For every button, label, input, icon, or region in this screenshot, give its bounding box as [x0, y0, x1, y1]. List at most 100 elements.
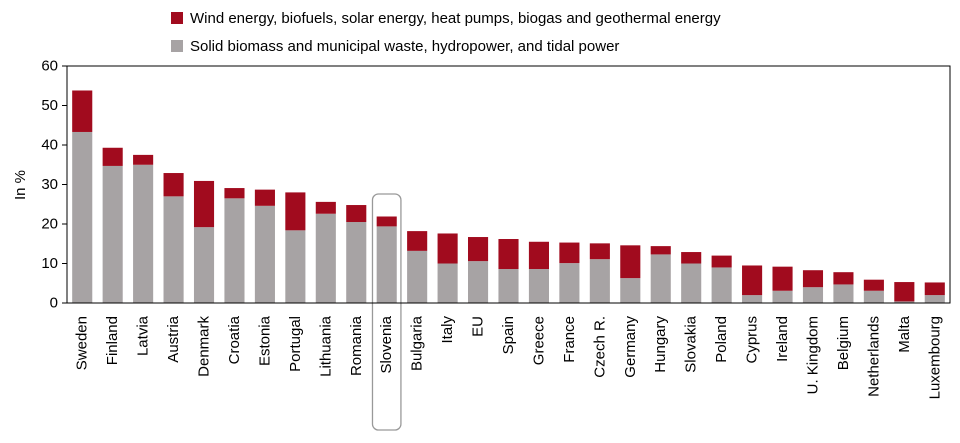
- category-label-eu: EU: [470, 316, 487, 337]
- bar-slovenia-series-0: [376, 226, 397, 303]
- bar-croatia-series-1: [224, 188, 245, 199]
- bar-sweden-series-0: [72, 131, 93, 303]
- category-label-sweden: Sweden: [74, 316, 91, 370]
- bar-czech-r-series-0: [589, 259, 610, 303]
- category-label-ireland: Ireland: [774, 316, 791, 362]
- bar-slovenia-series-1: [376, 216, 397, 227]
- bar-portugal-series-1: [285, 192, 306, 231]
- bar-denmark-series-1: [193, 180, 215, 228]
- bar-italy-series-1: [437, 233, 458, 264]
- category-label-czech-r: Czech R.: [591, 316, 608, 378]
- bar-hungary-series-0: [650, 254, 671, 303]
- bar-italy-series-0: [437, 263, 458, 303]
- bar-bulgaria-series-0: [407, 250, 428, 303]
- category-label-poland: Poland: [713, 316, 730, 363]
- bar-cyprus-series-0: [742, 295, 763, 303]
- bar-portugal-series-0: [285, 230, 306, 303]
- bar-cyprus-series-1: [742, 265, 763, 296]
- y-tick-label-50: 50: [41, 97, 58, 114]
- bar-finland-series-1: [102, 147, 123, 166]
- category-label-belgium: Belgium: [835, 316, 852, 370]
- category-label-croatia: Croatia: [226, 315, 243, 364]
- bar-spain-series-1: [498, 239, 519, 270]
- bar-u-kingdom-series-1: [802, 270, 824, 288]
- axes-layer: Sweden Finland Latvia Austria Denmark Croatia…: [41, 58, 951, 431]
- bar-denmark-series-0: [193, 227, 215, 303]
- bar-ireland-series-0: [772, 290, 793, 303]
- y-tick-label-60: 60: [41, 58, 58, 75]
- bar-malta-series-0: [894, 301, 915, 303]
- legend-label-wind-etc: Wind energy, biofuels, solar energy, hea…: [190, 10, 721, 27]
- bar-estonia-series-0: [254, 205, 275, 303]
- bar-poland-series-1: [711, 255, 732, 268]
- category-label-estonia: Estonia: [256, 315, 273, 366]
- category-label-germany: Germany: [622, 316, 639, 378]
- y-axis-title: In %: [12, 170, 29, 200]
- bar-czech-r-series-1: [589, 243, 610, 260]
- bar-hungary-series-1: [650, 246, 671, 255]
- bar-poland-series-0: [711, 267, 732, 303]
- bar-estonia-series-1: [254, 189, 275, 206]
- bar-netherlands-series-1: [863, 279, 884, 291]
- category-label-greece: Greece: [530, 316, 547, 365]
- bar-slovakia-series-1: [681, 252, 702, 264]
- bar-malta-series-1: [894, 282, 915, 302]
- bar-belgium-series-1: [833, 272, 854, 285]
- category-label-lithuania: Lithuania: [317, 315, 334, 377]
- bar-greece-series-1: [528, 241, 549, 270]
- bar-austria-series-1: [163, 173, 184, 197]
- bar-latvia-series-1: [133, 154, 154, 165]
- bar-austria-series-0: [163, 196, 184, 303]
- legend: Wind energy, biofuels, solar energy, hea…: [171, 10, 721, 55]
- bar-u-kingdom-series-0: [802, 287, 824, 303]
- legend-label-biomass-etc: Solid biomass and municipal waste, hydro…: [190, 38, 619, 55]
- category-label-bulgaria: Bulgaria: [409, 315, 426, 371]
- bar-ireland-series-1: [772, 266, 793, 291]
- category-label-u-kingdom: U. Kingdom: [804, 316, 821, 394]
- bar-bulgaria-series-1: [407, 231, 428, 251]
- bars-layer: [72, 90, 945, 303]
- bar-france-series-0: [559, 263, 580, 303]
- bar-belgium-series-0: [833, 284, 854, 303]
- legend-swatch-biomass-etc: [171, 40, 183, 52]
- category-label-spain: Spain: [500, 316, 517, 354]
- bar-croatia-series-0: [224, 198, 245, 303]
- category-label-france: France: [561, 316, 578, 363]
- category-label-slovenia: Slovenia: [378, 315, 395, 373]
- bar-lithuania-series-1: [315, 201, 336, 214]
- bar-eu-series-1: [468, 237, 489, 262]
- highlight-box-slovenia: [371, 193, 402, 431]
- bar-slovakia-series-0: [681, 263, 702, 303]
- category-label-denmark: Denmark: [196, 316, 213, 377]
- bar-lithuania-series-0: [315, 213, 336, 303]
- category-label-austria: Austria: [165, 315, 182, 362]
- category-label-latvia: Latvia: [135, 315, 152, 356]
- y-tick-label-30: 30: [41, 176, 58, 193]
- category-label-romania: Romania: [348, 315, 365, 376]
- bar-romania-series-1: [346, 205, 367, 223]
- bar-latvia-series-0: [133, 164, 154, 303]
- category-label-netherlands: Netherlands: [865, 316, 882, 397]
- category-label-cyprus: Cyprus: [744, 316, 761, 364]
- bar-netherlands-series-0: [863, 290, 884, 303]
- bar-spain-series-0: [498, 269, 519, 303]
- bar-germany-series-0: [620, 278, 641, 303]
- bar-greece-series-0: [528, 269, 549, 303]
- bar-finland-series-0: [102, 165, 123, 303]
- category-label-italy: Italy: [439, 316, 456, 344]
- bar-luxembourg-series-0: [924, 295, 945, 303]
- bar-france-series-1: [559, 242, 580, 264]
- bar-romania-series-0: [346, 222, 367, 303]
- legend-swatch-wind-etc: [171, 12, 183, 24]
- category-label-luxembourg: Luxembourg: [926, 316, 943, 399]
- category-label-malta: Malta: [896, 315, 913, 352]
- category-label-slovakia: Slovakia: [683, 315, 700, 372]
- y-tick-label-40: 40: [41, 137, 58, 154]
- bar-luxembourg-series-1: [924, 282, 945, 296]
- y-tick-label-20: 20: [41, 216, 58, 233]
- y-tick-label-10: 10: [41, 255, 58, 272]
- bar-sweden-series-1: [72, 90, 93, 132]
- bar-germany-series-1: [620, 245, 641, 279]
- category-label-finland: Finland: [104, 316, 121, 365]
